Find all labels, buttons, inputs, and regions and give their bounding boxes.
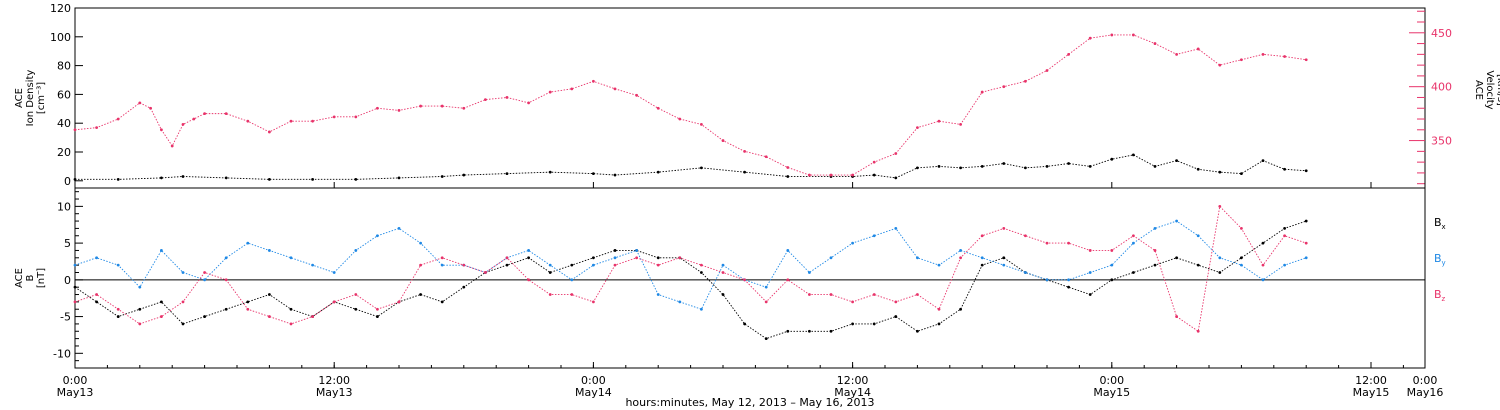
x-tick-label-day: May14: [575, 386, 612, 399]
by-series-line: [74, 220, 1307, 310]
legend-y: By: [1434, 252, 1446, 267]
field-tick-label: -5: [60, 311, 71, 324]
field-tick-label: -10: [53, 347, 71, 360]
field-tick-label: 0: [64, 274, 71, 287]
density-axis-label: [cm⁻³]: [36, 82, 47, 114]
top-panel-frame: [74, 7, 1426, 189]
x-tick-label-time: 0:00: [63, 374, 88, 387]
velocity-axis-label: [km/s]: [1495, 74, 1500, 106]
density-point: [354, 177, 358, 181]
density-tick-label: 20: [57, 146, 71, 159]
x-axis-label: hours:minutes, May 12, 2013 – May 16, 20…: [625, 396, 874, 409]
field-axis-label: [nT]: [36, 268, 47, 288]
x-tick-label-day: May15: [1353, 386, 1390, 399]
density-series-line: [75, 154, 1307, 180]
x-tick-label-time: 12:00: [318, 374, 350, 387]
velocity-axis-label: Velocity: [1484, 70, 1495, 109]
density-point: [160, 176, 163, 180]
density-point: [1175, 159, 1178, 163]
velocity-point: [440, 104, 444, 108]
density-tick-label: 40: [57, 117, 71, 130]
velocity-point: [1196, 47, 1200, 51]
x-tick-label-time: 12:00: [1355, 374, 1387, 387]
density-tick-label: 0: [64, 175, 71, 188]
legend-x: Bx: [1434, 216, 1446, 231]
bz-series-line: [74, 205, 1307, 333]
x-tick-label-time: 0:00: [1413, 374, 1438, 387]
bottom-panel: -10 -5 0 5 10 ACE B [nT] Bx By Bz: [14, 187, 1446, 369]
density-axis-label: ACE: [14, 88, 25, 108]
field-tick-label: 10: [57, 200, 71, 213]
density-point: [1002, 162, 1006, 165]
x-tick-label-day: May15: [1093, 386, 1130, 399]
density-point: [1067, 162, 1070, 165]
density-point: [656, 170, 660, 174]
field-tick-label: 5: [64, 237, 71, 250]
velocity-axis-label: ACE: [1473, 80, 1484, 100]
bz-point: [570, 293, 574, 296]
bx-point: [829, 329, 833, 333]
velocity-point: [73, 128, 77, 132]
bx-point: [1304, 219, 1308, 223]
x-tick-label-day: May16: [1407, 386, 1444, 399]
velocity-point: [678, 117, 682, 121]
velocity-point: [1088, 36, 1092, 40]
by-point: [1067, 278, 1070, 282]
velocity-point: [937, 119, 941, 123]
density-axis-label: Ion Density: [25, 70, 36, 127]
bz-point: [1067, 241, 1070, 245]
density-point: [916, 166, 919, 170]
velocity-point: [311, 119, 314, 123]
density-point: [592, 172, 595, 176]
field-axis-label: B: [25, 274, 36, 281]
velocity-tick-label: 400: [1431, 81, 1452, 94]
density-point: [786, 175, 790, 178]
density-point: [872, 173, 876, 177]
density-point: [1218, 170, 1222, 174]
velocity-point: [1283, 55, 1286, 58]
legend-z: Bz: [1434, 288, 1446, 303]
density-point: [462, 173, 466, 177]
velocity-series-line: [74, 34, 1307, 176]
velocity-point: [419, 104, 422, 108]
density-point: [268, 177, 271, 181]
velocity-point: [635, 93, 638, 97]
velocity-point: [829, 173, 833, 177]
bz-point: [829, 293, 833, 296]
density-tick-label: 80: [57, 60, 71, 73]
velocity-tick-label: 450: [1431, 27, 1452, 40]
bz-point: [1304, 241, 1308, 245]
field-axis-label: ACE: [14, 268, 25, 288]
x-axis: 0:00May1312:00May130:00May1412:00May140:…: [57, 182, 1444, 399]
density-tick-label: 120: [50, 2, 71, 15]
velocity-tick-label: 350: [1431, 135, 1452, 148]
density-tick-label: 60: [57, 88, 71, 101]
bottom-panel-frame: [74, 187, 1426, 369]
density-point: [1283, 167, 1286, 171]
velocity-point: [1304, 58, 1308, 62]
x-tick-label-day: May13: [316, 386, 353, 399]
by-point: [1304, 256, 1308, 260]
density-point: [980, 165, 984, 168]
x-tick-label-time: 0:00: [1099, 374, 1124, 387]
x-tick-label-day: May14: [834, 386, 871, 399]
x-tick-label-day: May13: [57, 386, 94, 399]
density-tick-label: 100: [50, 31, 71, 44]
x-tick-label-time: 12:00: [837, 374, 869, 387]
x-tick-label-time: 0:00: [581, 374, 606, 387]
